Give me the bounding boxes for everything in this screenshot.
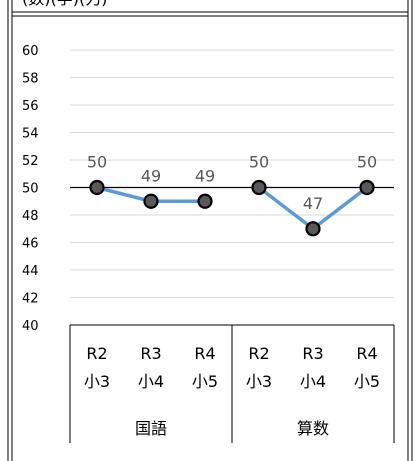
data-point bbox=[89, 179, 105, 196]
category-year-label: R2 bbox=[86, 344, 107, 363]
y-tick-label: 48 bbox=[22, 209, 39, 224]
y-axis: 40 42 44 46 48 50 52 54 56 58 60 bbox=[22, 44, 39, 334]
category-year-label: R3 bbox=[302, 344, 323, 363]
data-point bbox=[305, 221, 321, 237]
y-tick-label: 42 bbox=[22, 292, 39, 307]
y-tick-label: 50 bbox=[22, 182, 39, 197]
category-grade-label: 小5 bbox=[192, 372, 218, 391]
category-grade-label: 小4 bbox=[138, 372, 164, 391]
y-tick-label: 46 bbox=[22, 237, 39, 252]
x-axis: R2 小3 R3 小4 R4 小5 国語 R2 小3 R3 小4 R4 小5 算数 bbox=[69, 324, 395, 443]
y-tick-label: 52 bbox=[22, 154, 39, 169]
data-label: 50 bbox=[249, 153, 269, 172]
data-label: 50 bbox=[357, 153, 377, 172]
y-tick-label: 40 bbox=[22, 319, 39, 334]
header-fragment: (数)(学)(力) bbox=[22, 0, 107, 8]
y-tick-label: 54 bbox=[22, 127, 39, 142]
category-grade-label: 小3 bbox=[246, 372, 272, 391]
category-grade-label: 小3 bbox=[84, 372, 110, 391]
data-label: 49 bbox=[195, 166, 215, 185]
data-point bbox=[143, 193, 159, 209]
chart-frame bbox=[7, 0, 413, 461]
group-label: 算数 bbox=[297, 419, 329, 438]
category-year-label: R4 bbox=[356, 344, 377, 363]
category-year-label: R3 bbox=[140, 344, 161, 363]
data-label: 50 bbox=[87, 153, 107, 172]
data-label: 49 bbox=[141, 166, 161, 185]
group-label: 国語 bbox=[135, 419, 167, 438]
series bbox=[89, 179, 375, 237]
category-grade-label: 小4 bbox=[300, 372, 326, 391]
y-tick-label: 58 bbox=[22, 72, 39, 87]
y-tick-label: 56 bbox=[22, 99, 39, 114]
gridlines bbox=[70, 49, 394, 298]
data-point bbox=[197, 193, 213, 209]
data-point bbox=[359, 179, 375, 196]
data-labels: 50 49 49 50 47 50 bbox=[87, 153, 377, 213]
y-tick-label: 44 bbox=[22, 264, 39, 279]
category-year-label: R2 bbox=[248, 344, 269, 363]
data-point bbox=[251, 179, 267, 196]
category-grade-label: 小5 bbox=[354, 372, 380, 391]
y-tick-label: 60 bbox=[22, 44, 39, 59]
category-year-label: R4 bbox=[194, 344, 215, 363]
data-label: 47 bbox=[303, 194, 323, 213]
